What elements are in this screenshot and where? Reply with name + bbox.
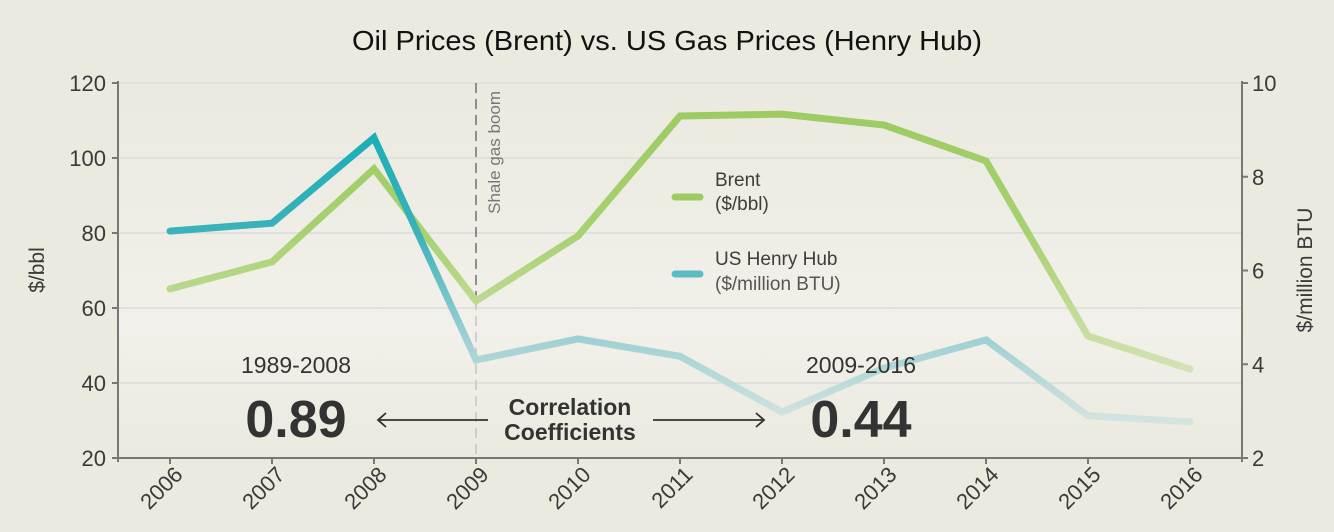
legend-item-henry-hub[interactable]: US Henry Hub ($/million BTU)	[671, 249, 841, 295]
arrow-left-icon	[376, 412, 488, 428]
correlation-value-early: 0.89	[245, 391, 346, 449]
correlation-label-line2: Coefficients	[504, 419, 636, 445]
series-layer	[166, 110, 1194, 426]
x-axis-tick-label: 2010	[543, 462, 595, 514]
x-axis-tick-label: 2007	[237, 462, 289, 514]
right-axis-title: $/million BTU	[1294, 208, 1317, 333]
x-axis-tick-label: 2013	[849, 462, 901, 514]
right-axis-tick-label: 10	[1252, 71, 1276, 96]
correlation-value-late: 0.44	[810, 391, 911, 449]
legend-label-henry-hub: US Henry Hub	[715, 249, 838, 270]
x-axis-tick-label: 2014	[951, 462, 1003, 514]
right-axis-tick-label: 4	[1252, 352, 1264, 377]
event-label: Shale gas boom	[485, 91, 504, 214]
legend-label-brent: Brent	[715, 170, 761, 191]
chart-title: Oil Prices (Brent) vs. US Gas Prices (He…	[352, 25, 982, 56]
arrow-right-icon	[653, 412, 766, 428]
legend-unit-henry-hub: ($/million BTU)	[715, 274, 841, 295]
x-axis-tick-label: 2009	[441, 462, 493, 514]
x-axis-tick-label: 2012	[747, 462, 799, 514]
legend-item-brent[interactable]: Brent ($/bbl)	[671, 170, 769, 215]
correlation-label-line1: Correlation	[509, 394, 632, 420]
right-axis-tick-label: 2	[1252, 446, 1264, 471]
axes: 20 40 60 80 100 120 2 4 6 8 10 2006 2007 2008 2009 2010…	[69, 71, 1276, 514]
right-axis-tick-label: 8	[1252, 165, 1264, 190]
right-axis-tick-label: 6	[1252, 259, 1264, 284]
left-axis-tick-label: 60	[82, 296, 106, 321]
series-line-us-henry-hub	[166, 132, 1194, 426]
x-axis-tick-label: 2016	[1155, 462, 1207, 514]
left-axis-tick-label: 100	[69, 146, 106, 171]
period-label-early: 1989-2008	[241, 352, 351, 378]
x-axis-tick-label: 2006	[135, 462, 187, 514]
legend: Brent ($/bbl) US Henry Hub ($/million BT…	[671, 170, 841, 295]
x-axis-tick-label: 2015	[1053, 462, 1105, 514]
x-axis-tick-label: 2008	[339, 462, 391, 514]
left-axis-tick-label: 40	[82, 371, 106, 396]
left-axis-title: $/bbl	[26, 247, 49, 293]
correlation-annotation: 1989-2008 0.89 2009-2016 0.44 Correlatio…	[241, 352, 916, 449]
series-line-brent	[166, 110, 1194, 373]
x-axis-tick-label: 2011	[646, 462, 697, 513]
left-axis-tick-label: 20	[82, 446, 106, 471]
legend-unit-brent: ($/bbl)	[715, 194, 769, 215]
left-axis-tick-label: 80	[82, 221, 106, 246]
period-label-late: 2009-2016	[806, 352, 916, 378]
event-layer: Shale gas boom	[475, 83, 504, 458]
left-axis-tick-label: 120	[69, 71, 106, 96]
